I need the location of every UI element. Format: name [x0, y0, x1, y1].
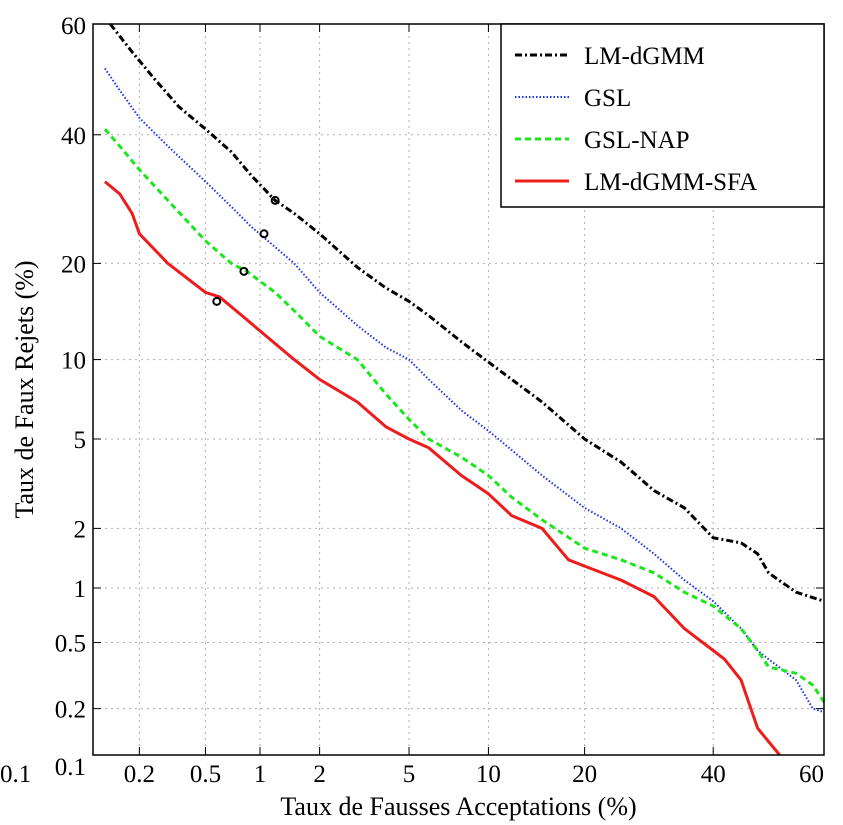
- x-tick-label: 0.5: [190, 761, 221, 788]
- series-line-lm-dgmm-sfa: [103, 180, 781, 756]
- x-tick-labels: 0.1 0.2 0.5 1 2 5 10 20 40 60: [0, 761, 824, 788]
- y-tick-label: 0.1: [55, 754, 86, 781]
- x-tick-label: 2: [313, 761, 326, 788]
- ticks: [92, 23, 825, 756]
- y-tick-label: 0.2: [55, 697, 86, 724]
- y-tick-label: 0.5: [55, 631, 86, 658]
- series-line-gsl: [104, 67, 825, 714]
- series-layer: [103, 23, 826, 756]
- legend-label-gsl: GSL: [584, 85, 631, 112]
- y-tick-label: 40: [61, 123, 86, 150]
- series-line-lm-dgmm: [109, 23, 825, 603]
- min-dcf-marker-gsl: [259, 229, 269, 239]
- legend: LM-dGMM GSL GSL-NAP LM-dGMM-SFA: [500, 23, 825, 208]
- plot-frame: [92, 23, 825, 756]
- x-tick-label: 60: [799, 761, 824, 788]
- y-tick-label: 20: [61, 251, 86, 278]
- x-tick-label: 40: [701, 761, 726, 788]
- y-tick-label: 1: [74, 576, 87, 603]
- y-tick-label: 2: [74, 516, 87, 543]
- legend-label-gsl-nap: GSL-NAP: [584, 127, 690, 154]
- x-tick-label: 1: [254, 761, 267, 788]
- min-dcf-marker-lm-dgmm-sfa: [212, 296, 222, 306]
- legend-label-lm-dgmm: LM-dGMM: [584, 43, 705, 70]
- min-dcf-marker-gsl-nap: [239, 266, 249, 276]
- x-tick-label: 0.1: [0, 761, 31, 788]
- series-line-gsl-nap: [103, 128, 826, 703]
- y-tick-label: 5: [74, 427, 87, 454]
- x-tick-label: 5: [403, 761, 416, 788]
- x-tick-label: 10: [476, 761, 501, 788]
- x-axis-label: Taux de Fausses Acceptations (%): [280, 792, 636, 821]
- legend-label-lm-dgmm-sfa: LM-dGMM-SFA: [584, 169, 757, 196]
- x-tick-label: 0.2: [124, 761, 155, 788]
- min-dcf-marker-lm-dgmm: [270, 195, 280, 205]
- y-tick-label: 10: [61, 348, 86, 375]
- y-tick-label: 60: [61, 13, 86, 40]
- y-tick-labels: 0.1 0.2 0.5 1 2 5 10 20 40 60: [55, 13, 86, 781]
- y-axis-label: Taux de Faux Rejets (%): [10, 260, 39, 518]
- x-tick-label: 20: [572, 761, 597, 788]
- legend-box: [500, 23, 825, 208]
